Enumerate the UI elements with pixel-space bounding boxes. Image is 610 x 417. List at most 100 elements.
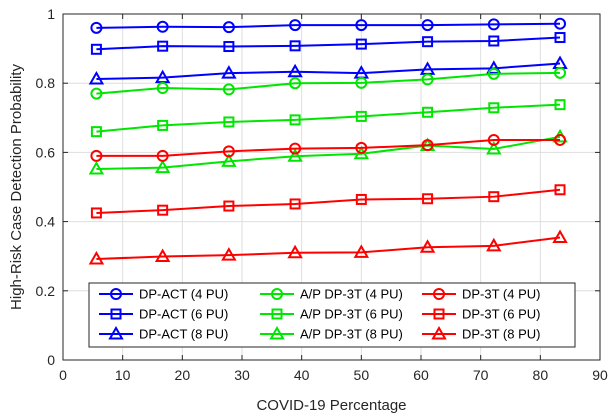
- data-point: [289, 40, 301, 52]
- data-point: [88, 160, 105, 175]
- legend-label: DP-ACT (6 PU): [139, 307, 228, 322]
- data-point: [223, 200, 235, 212]
- data-point: [156, 20, 169, 33]
- data-point: [488, 35, 500, 47]
- legend-marker: [271, 308, 283, 320]
- data-point: [355, 38, 367, 50]
- legend-label: DP-3T (8 PU): [462, 327, 541, 342]
- legend-item-dp-3t-6-pu: DP-3T (6 PU): [422, 307, 541, 322]
- y-tick-label: 1: [47, 6, 55, 22]
- data-point: [487, 18, 500, 31]
- data-point: [154, 248, 171, 263]
- legend-item-a-p-dp-3t-8-pu: A/P DP-3T (8 PU): [260, 325, 403, 342]
- legend-label: A/P DP-3T (8 PU): [300, 327, 403, 342]
- data-point: [487, 67, 500, 80]
- data-point: [419, 239, 436, 253]
- legend-item-a-p-dp-3t-4-pu: A/P DP-3T (4 PU): [260, 287, 403, 302]
- data-point: [554, 99, 566, 111]
- x-tick-label: 20: [175, 367, 191, 383]
- data-point: [421, 73, 434, 86]
- data-point: [221, 247, 237, 261]
- series-dp-3t-6-pu: [90, 184, 566, 219]
- data-point: [90, 87, 103, 100]
- data-point: [88, 71, 105, 85]
- data-point: [90, 149, 103, 162]
- data-point: [554, 184, 566, 196]
- x-tick-label: 70: [473, 367, 489, 383]
- x-tick-label: 90: [592, 367, 608, 383]
- data-point: [422, 36, 434, 48]
- legend-marker: [110, 288, 122, 300]
- data-point: [421, 19, 434, 32]
- data-point: [90, 43, 102, 55]
- legend-marker: [433, 288, 445, 300]
- legend-marker: [433, 308, 445, 320]
- legend-marker: [269, 325, 285, 340]
- series-dp-act-4-pu: [90, 17, 567, 34]
- data-point: [554, 32, 566, 44]
- y-tick-label: 0.6: [36, 144, 56, 160]
- data-point: [289, 114, 301, 126]
- series-line: [96, 71, 561, 95]
- x-tick-label: 80: [533, 367, 549, 383]
- data-point: [90, 21, 103, 34]
- data-point: [222, 21, 235, 34]
- series-line: [96, 135, 561, 171]
- data-point: [90, 126, 102, 138]
- series-dp-3t-8-pu: [88, 229, 568, 265]
- legend-label: DP-3T (4 PU): [462, 287, 541, 302]
- x-tick-label: 60: [413, 367, 429, 383]
- data-point: [157, 40, 169, 52]
- series-a-p-dp-3t-4-pu: [90, 66, 567, 100]
- data-point: [222, 145, 235, 158]
- data-point: [289, 198, 301, 210]
- data-point: [488, 191, 500, 203]
- legend-item-dp-3t-4-pu: DP-3T (4 PU): [422, 287, 541, 302]
- legend-item-dp-act-4-pu: DP-ACT (4 PU): [99, 287, 228, 302]
- data-point: [355, 19, 368, 32]
- data-point: [221, 153, 237, 167]
- data-point: [422, 193, 434, 205]
- legend-label: DP-3T (6 PU): [462, 307, 541, 322]
- series-line: [96, 188, 561, 214]
- data-point: [287, 244, 303, 259]
- y-axis-label: High-Risk Case Detection Probability: [8, 64, 25, 310]
- data-point: [487, 133, 500, 146]
- data-point: [90, 207, 102, 219]
- series-line: [96, 36, 561, 51]
- legend-item-dp-act-6-pu: DP-ACT (6 PU): [99, 307, 228, 322]
- data-point: [88, 250, 105, 265]
- data-point: [157, 119, 169, 131]
- data-point: [486, 140, 502, 155]
- x-axis-label: COVID-19 Percentage: [256, 397, 406, 414]
- x-tick-label: 0: [59, 367, 67, 383]
- legend-marker: [108, 325, 124, 340]
- x-tick-label: 30: [234, 367, 250, 383]
- data-point: [554, 133, 567, 146]
- x-tick-label: 40: [294, 367, 310, 383]
- data-point: [355, 141, 368, 154]
- data-point: [486, 60, 502, 74]
- plot-border: [62, 13, 601, 361]
- legend-item-a-p-dp-3t-6-pu: A/P DP-3T (6 PU): [260, 307, 403, 322]
- y-tick-label: 0.4: [36, 214, 56, 230]
- data-point: [223, 41, 235, 53]
- legend-box: [88, 282, 576, 348]
- data-point: [554, 66, 567, 79]
- data-point: [289, 19, 302, 32]
- data-point: [156, 82, 169, 95]
- data-point: [486, 237, 502, 252]
- legend-label: A/P DP-3T (4 PU): [300, 287, 403, 302]
- data-point: [554, 17, 567, 30]
- legend-item-dp-act-8-pu: DP-ACT (8 PU): [99, 325, 228, 342]
- data-point: [355, 193, 367, 205]
- data-point: [222, 83, 235, 96]
- x-tick-label: 10: [115, 367, 131, 383]
- legend-label: DP-ACT (8 PU): [139, 327, 228, 342]
- series-line: [96, 103, 561, 133]
- legend-marker: [110, 308, 122, 320]
- data-point: [289, 142, 302, 155]
- x-tick-label: 50: [354, 367, 370, 383]
- data-point: [421, 139, 434, 152]
